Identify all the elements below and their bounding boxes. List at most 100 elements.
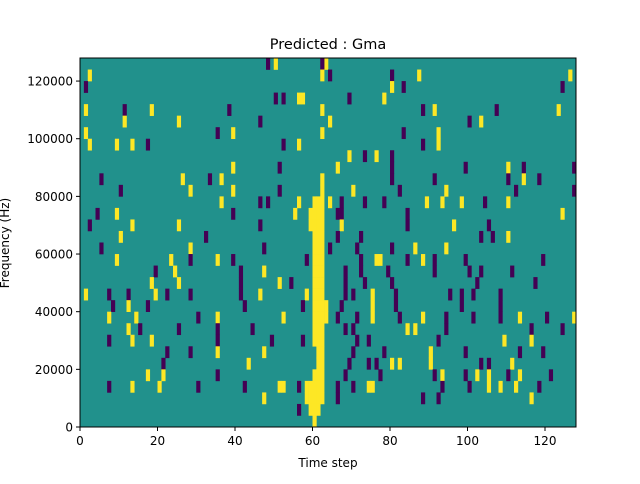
heatmap-cell-low [401,127,406,140]
heatmap-cell-low [231,207,236,220]
heatmap-cell-high [312,311,317,324]
heatmap-cell-high [320,104,325,116]
heatmap-cell-low [281,138,286,151]
heatmap-cell-low [289,277,294,289]
heatmap-cell-high [320,392,325,405]
heatmap-cell-high [304,380,309,393]
heatmap-cell-high [417,69,422,82]
x-axis-label: Time step [297,456,357,470]
heatmap-cell-high [215,311,220,324]
heatmap-cell-low [479,230,484,243]
heatmap-cell-high [312,300,317,312]
heatmap-cell-low [378,369,383,382]
heatmap-cell-low [297,403,302,416]
heatmap-cell-low [196,380,201,393]
heatmap-cell-low [339,207,344,220]
heatmap-cell-high [506,161,511,174]
y-tick-label: 120000 [27,75,73,89]
heatmap-cells [80,58,577,428]
heatmap-cell-high [114,207,120,220]
heatmap-cell-low [107,288,112,301]
heatmap-cell-low [390,150,395,163]
heatmap-cell-high [312,323,317,336]
heatmap-cell-low [335,230,340,243]
heatmap-cell-high [258,288,263,301]
y-tick-label: 80000 [35,190,73,204]
y-tick-label: 0 [65,421,73,435]
heatmap-cell-high [320,173,325,186]
heatmap-cell-high [366,380,371,393]
heatmap-cell-low [273,92,278,105]
heatmap-cell-high [149,277,154,289]
heatmap-cell-high [320,127,325,140]
heatmap-cell-high [312,196,317,209]
heatmap-cell-low [521,161,526,174]
heatmap-cell-high [517,311,523,324]
y-tick-label: 20000 [35,363,73,377]
heatmap-cell-high [188,242,193,255]
heatmap-cell-high [382,92,387,105]
heatmap-cell-high [328,115,333,128]
heatmap-cell-high [293,207,298,220]
heatmap-cell-low [266,196,271,209]
heatmap-cell-low [99,173,104,186]
y-tick-label: 40000 [35,305,73,319]
heatmap-cell-low [444,323,449,336]
heatmap-cell-high [316,369,321,382]
y-tick-label: 60000 [35,248,73,262]
heatmap-cell-high [320,242,325,255]
heatmap-cell-high [83,104,89,116]
heatmap-cell-high [316,207,321,220]
heatmap-cell-high [486,369,492,382]
heatmap-cell-high [312,277,317,289]
y-tick-label: 100000 [27,132,73,146]
heatmap-cell-low [386,265,391,278]
heatmap-cell-high [436,127,441,140]
heatmap-cell-low [328,242,333,255]
heatmap-cell-high [173,265,178,278]
heatmap-cell-low [374,357,379,370]
heatmap-cell-high [444,184,449,197]
heatmap-cell-low [432,265,437,278]
heatmap-cell-low [339,300,344,312]
heatmap-cell-high [324,58,329,70]
heatmap-cell-low [390,69,395,82]
heatmap-cell-low [397,311,402,324]
heatmap-cell-high [300,92,306,105]
heatmap-cell-high [312,265,317,278]
heatmap-cell-low [405,219,410,232]
heatmap-cell-high [506,196,511,209]
heatmap-cell-low [432,254,437,266]
heatmap-cell-low [498,300,503,312]
chart-title: Predicted : Gma [270,37,386,53]
heatmap-cell-high [188,184,193,197]
heatmap-cell-low [471,311,476,324]
heatmap-cell-low [339,196,344,209]
heatmap-cell-low [242,300,247,312]
heatmap-cell-low [83,81,89,93]
heatmap-cell-high [413,242,418,255]
heatmap-cell-low [382,196,387,209]
heatmap-cell-low [390,173,395,186]
heatmap-cell-high [320,196,325,209]
heatmap-cell-low [153,265,158,278]
heatmap-cell-low [351,323,356,336]
x-tick-label: 120 [534,434,557,448]
heatmap-cell-high [126,300,131,312]
heatmap-cell-low [355,334,360,347]
heatmap-cell-high [316,254,321,266]
heatmap-cell-high [320,277,325,289]
heatmap-cell-low [343,277,348,289]
x-tick-label: 0 [76,434,84,448]
heatmap-cell-high [421,311,426,324]
heatmap-cell-low [343,288,348,301]
heatmap-cell-low [463,161,468,174]
heatmap-cell-low [262,242,267,255]
heatmap-cell-high [262,346,267,359]
heatmap-cell-high [444,242,449,255]
heatmap-cell-low [343,323,348,336]
heatmap-cell-low [126,288,131,301]
heatmap-cell-low [196,311,201,324]
heatmap-cell-low [87,219,92,232]
heatmap-cell-low [448,288,453,301]
